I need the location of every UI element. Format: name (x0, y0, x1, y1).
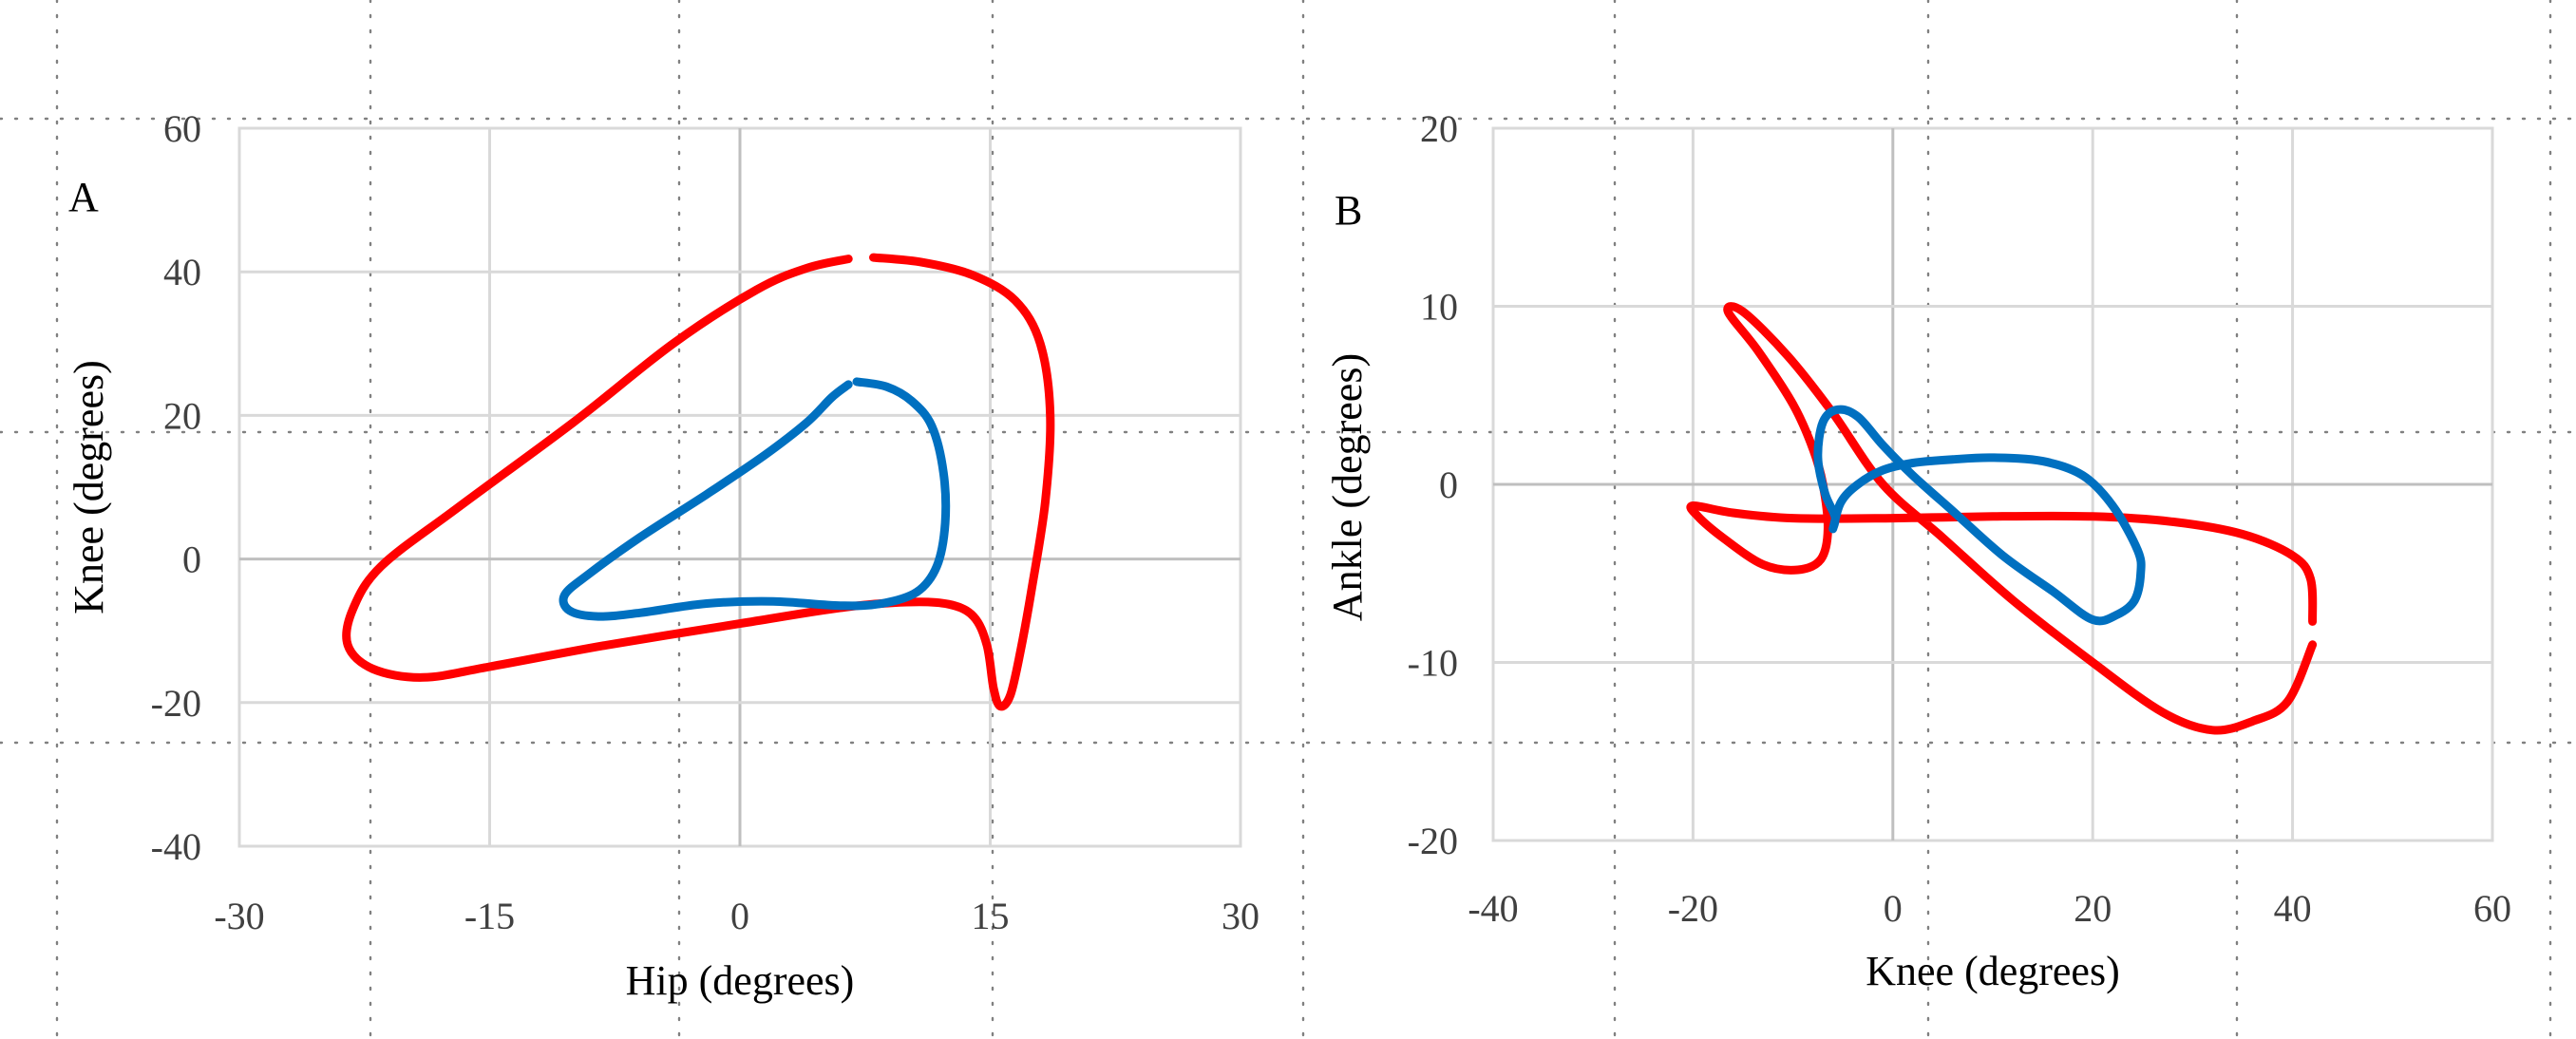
gridlines-a (239, 128, 1241, 846)
x-tick-label-b: 60 (2473, 887, 2511, 930)
x-tick-label-a: 15 (972, 895, 1010, 937)
series-group-a (342, 253, 1055, 711)
x-axis-title-b: Knee (degrees) (1866, 948, 2120, 994)
tick-labels-a: -30 -15 0 15 30 -40 -20 0 20 40 60 (151, 107, 1260, 937)
y-tick-label-a: -40 (151, 825, 201, 868)
y-tick-label-b: 0 (1439, 463, 1458, 506)
panel-label-b: B (1335, 187, 1362, 234)
chart-panel-a: -30 -15 0 15 30 -40 -20 0 20 40 60 A Hip (degrees)… (66, 107, 1260, 1004)
x-tick-label-b: 40 (2274, 887, 2312, 930)
x-tick-label-a: 0 (730, 895, 749, 937)
x-tick-label-a: -15 (464, 895, 515, 937)
y-tick-label-a: 40 (163, 251, 201, 293)
y-tick-label-a: 20 (163, 394, 201, 437)
y-tick-label-b: -20 (1408, 820, 1458, 862)
x-axis-title-a: Hip (degrees) (626, 957, 855, 1004)
red-series-line-b (1686, 302, 2318, 735)
gridlines-b (1493, 128, 2492, 841)
blue-series-line-b (1813, 405, 2146, 626)
y-tick-label-b: 20 (1420, 107, 1458, 150)
series-group-b (1686, 302, 2318, 735)
x-tick-label-a: 30 (1222, 895, 1260, 937)
y-tick-label-a: -20 (151, 682, 201, 725)
x-tick-label-b: -20 (1668, 887, 1718, 930)
y-tick-label-a: 60 (163, 107, 201, 150)
x-tick-label-a: -30 (214, 895, 264, 937)
y-tick-label-b: -10 (1408, 642, 1458, 685)
panel-label-a: A (68, 174, 99, 220)
x-tick-label-b: 0 (1884, 887, 1903, 930)
y-axis-title-b: Ankle (degrees) (1324, 353, 1371, 621)
y-tick-label-a: 0 (182, 538, 201, 581)
y-axis-title-a: Knee (degrees) (66, 360, 112, 614)
x-tick-label-b: 20 (2074, 887, 2112, 930)
x-tick-label-b: -40 (1468, 887, 1518, 930)
y-tick-label-b: 10 (1420, 286, 1458, 329)
blue-series-line-a (559, 377, 951, 621)
